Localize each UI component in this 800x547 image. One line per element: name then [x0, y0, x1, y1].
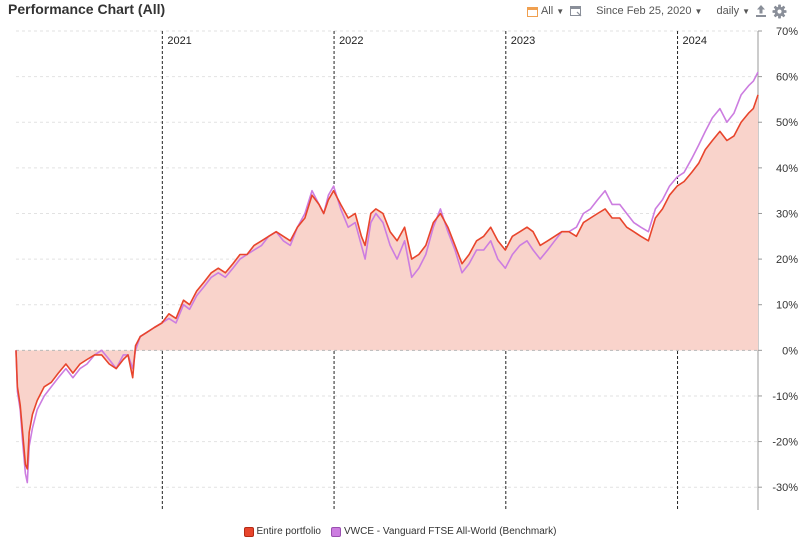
legend-swatch-portfolio	[243, 526, 254, 537]
gear-icon[interactable]	[772, 4, 787, 19]
y-tick-label: 50%	[776, 117, 798, 129]
interval-selector[interactable]: daily ▼	[716, 5, 750, 17]
portfolio-line	[15, 94, 759, 470]
legend-item-benchmark[interactable]: VWCE - Vanguard FTSE All-World (Benchmar…	[331, 526, 556, 537]
range-label: All	[540, 5, 554, 17]
legend-label-benchmark: VWCE - Vanguard FTSE All-World (Benchmar…	[344, 526, 557, 537]
chart-legend: Entire portfolio VWCE - Vanguard FTSE Al…	[0, 526, 800, 537]
interval-label: daily	[716, 5, 740, 17]
legend-label-portfolio: Entire portfolio	[256, 526, 321, 537]
y-tick-label: 0%	[782, 345, 798, 357]
y-tick-label: 30%	[776, 208, 798, 220]
y-tick-label: -10%	[772, 391, 798, 403]
year-marker-label: 2024	[683, 35, 707, 47]
chevron-down-icon: ▼	[556, 6, 565, 16]
chevron-down-icon: ▼	[742, 6, 750, 16]
portfolio-area	[16, 94, 758, 469]
y-tick-label: -30%	[772, 482, 798, 494]
calendar-icon	[526, 6, 538, 17]
since-label: Since Feb 25, 2020	[596, 5, 692, 17]
y-tick-label: -20%	[772, 437, 798, 449]
legend-swatch-benchmark	[331, 526, 341, 537]
y-tick-label: 40%	[776, 163, 798, 175]
chart-toolbar: All ▼ Since Feb 25, 2020 ▼ daily ▼	[526, 4, 787, 19]
year-marker-label: 2021	[167, 35, 191, 47]
legend-item-portfolio[interactable]: Entire portfolio	[243, 526, 321, 537]
since-date-selector[interactable]: Since Feb 25, 2020 ▼	[596, 5, 702, 17]
y-tick-label: 10%	[776, 300, 798, 312]
range-selector[interactable]: All ▼	[526, 5, 565, 17]
year-marker-label: 2022	[339, 35, 363, 47]
y-tick-label: 70%	[776, 26, 798, 38]
chevron-down-icon: ▼	[694, 6, 703, 16]
y-tick-label: 20%	[776, 254, 798, 266]
date-range-icon[interactable]	[570, 5, 582, 17]
y-tick-label: 60%	[776, 72, 798, 84]
year-marker-label: 2023	[511, 35, 535, 47]
export-icon[interactable]	[754, 4, 768, 18]
page-title: Performance Chart (All)	[8, 1, 166, 17]
